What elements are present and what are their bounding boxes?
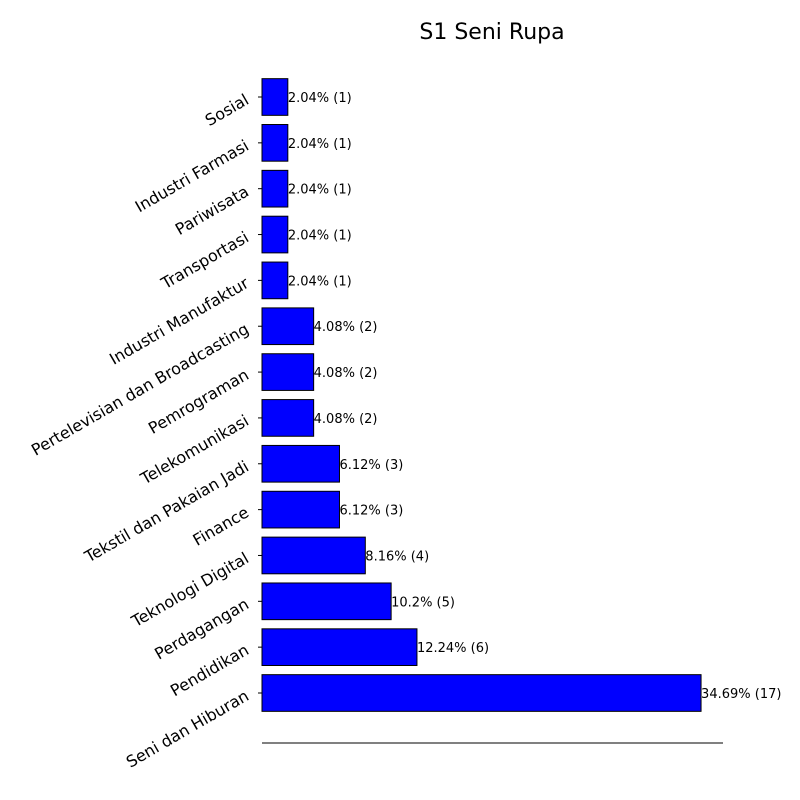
bar-teknologi-digital	[261, 536, 366, 575]
bar-telekomunikasi	[261, 399, 315, 437]
value-label: 34.69% (17)	[701, 687, 781, 702]
value-label: 2.04% (1)	[288, 183, 352, 198]
value-label: 4.08% (2)	[314, 412, 378, 427]
bar-tekstil-dan-pakaian-jadi	[261, 444, 340, 483]
chart-title: S1 Seni Rupa	[419, 20, 564, 45]
value-label: 8.16% (4)	[365, 549, 429, 564]
bar-perdagangan	[261, 582, 392, 621]
value-label: 2.04% (1)	[288, 274, 352, 289]
bars-group	[261, 78, 702, 712]
bar-pendidikan	[261, 628, 418, 667]
bar-finance	[261, 490, 340, 529]
value-label: 4.08% (2)	[314, 366, 378, 381]
value-label: 12.24% (6)	[417, 641, 489, 656]
bar-industri-farmasi	[261, 124, 289, 162]
value-label: 2.04% (1)	[288, 229, 352, 244]
category-label: Sosial	[202, 90, 252, 130]
value-label: 6.12% (3)	[339, 504, 403, 519]
bar-pemrograman	[261, 353, 315, 391]
value-label: 10.2% (5)	[391, 595, 455, 610]
category-label: Industri Manufaktur	[106, 273, 252, 368]
bar-seni-dan-hiburan	[261, 674, 702, 712]
value-label: 2.04% (1)	[288, 137, 352, 152]
bar-transportasi	[261, 215, 289, 254]
category-label: Seni dan Hiburan	[123, 686, 252, 772]
bar-sosial	[261, 78, 289, 116]
bar-pertelevisian-dan-broadcasting	[261, 307, 315, 346]
value-labels-group: 34.69% (17) 12.24% (6) 10.2% (5) 8.16% (4) 6…	[288, 91, 782, 702]
bar-industri-manufaktur	[261, 261, 289, 300]
category-labels-group: Seni dan HiburanPendidikanPerdaganganTek…	[28, 90, 252, 772]
y-ticks-group	[258, 96, 262, 694]
value-label: 2.04% (1)	[288, 91, 352, 106]
bar-pariwisata	[261, 169, 289, 208]
value-label: 6.12% (3)	[339, 458, 403, 473]
value-label: 4.08% (2)	[314, 320, 378, 335]
category-label: Finance	[189, 503, 252, 550]
